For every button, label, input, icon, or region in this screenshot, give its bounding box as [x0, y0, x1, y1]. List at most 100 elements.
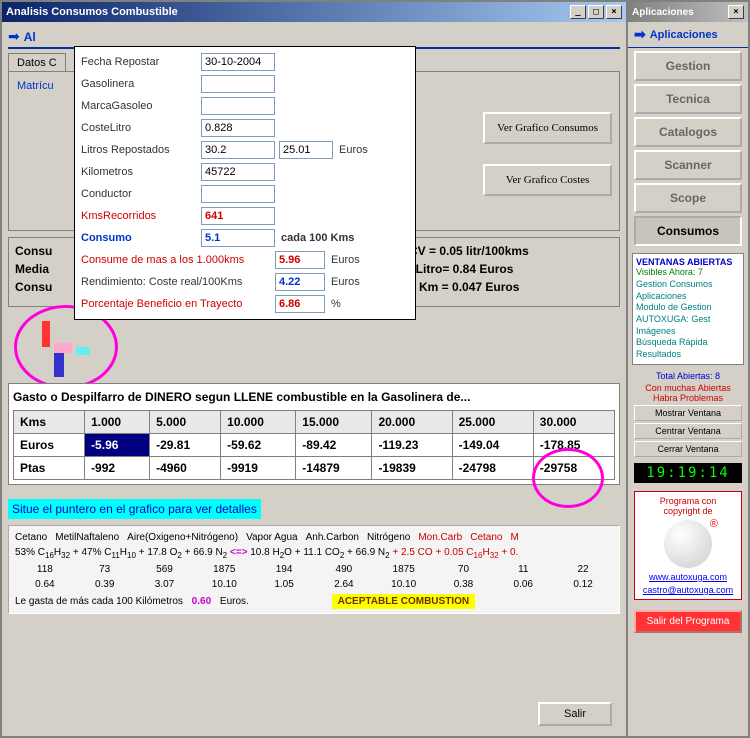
sidebar-btn-gestion[interactable]: Gestion [634, 51, 742, 81]
form-label-7: KmsRecorridos [81, 210, 201, 222]
vent-item[interactable]: Búsqueda Rápida [636, 337, 740, 349]
small-btn[interactable]: Centrar Ventana [634, 423, 742, 439]
form-label-8: Consumo [81, 232, 201, 244]
form-overlay: Fecha RepostarGasolineraMarcaGasoleoCost… [74, 46, 416, 320]
num-cell: 3.07 [135, 579, 195, 590]
form-label-5: Kilometros [81, 166, 201, 178]
sidebar-close-icon[interactable]: × [728, 5, 744, 19]
form-input-2[interactable] [201, 97, 275, 115]
form-input-6[interactable] [201, 185, 275, 203]
sidebar-btn-scope[interactable]: Scope [634, 183, 742, 213]
arrow-icon: ➡ [8, 28, 20, 45]
form-input-4[interactable] [201, 141, 275, 159]
table-cell[interactable]: -24798 [452, 457, 533, 480]
small-btn[interactable]: Cerrar Ventana [634, 441, 742, 457]
num-cell: 1.05 [254, 579, 314, 590]
table-cell[interactable]: -89.42 [296, 434, 372, 457]
salir-button[interactable]: Salir [538, 702, 612, 726]
table-cell[interactable]: -5.96 [85, 434, 150, 457]
num-cell: 569 [135, 564, 195, 575]
total-abiertas: Total Abiertas: 8 [630, 371, 746, 381]
warn-text: Con muchas Abiertas Habra Problemas [632, 383, 744, 403]
num-cell: 11 [493, 564, 553, 575]
formula-head: MetilNaftaleno [55, 532, 119, 543]
vent-item[interactable]: Resultados [636, 349, 740, 361]
sidebar: Aplicaciones × ➡ Aplicaciones GestionTec… [628, 0, 750, 738]
form-input-4-b[interactable] [279, 141, 333, 159]
small-btn[interactable]: Mostrar Ventana [634, 405, 742, 421]
gasto-table: Kms1.0005.00010.00015.00020.00025.00030.… [13, 410, 615, 480]
maximize-icon[interactable]: □ [588, 5, 604, 19]
table-cell[interactable]: -19839 [372, 457, 452, 480]
form-label-3: CosteLitro [81, 122, 201, 134]
formula-head: M [510, 532, 518, 543]
num-cell: 1875 [194, 564, 254, 575]
sidebar-btn-catalogos[interactable]: Catalogos [634, 117, 742, 147]
table-cell[interactable]: -992 [85, 457, 150, 480]
chart-bar [54, 343, 72, 353]
table-cell[interactable]: -149.04 [452, 434, 533, 457]
form-label-4: Litros Repostados [81, 144, 201, 156]
form-label-11: Porcentaje Beneficio en Trayecto [81, 298, 275, 310]
num-cell: 118 [15, 564, 75, 575]
form-input-8[interactable] [201, 229, 275, 247]
sidebar-head-label: Aplicaciones [650, 29, 718, 41]
vent-list[interactable]: Gestion ConsumosAplicacionesModulo de Ge… [636, 279, 740, 361]
table-cell[interactable]: -59.62 [221, 434, 296, 457]
salir-programa-button[interactable]: Salir del Programa [634, 610, 742, 633]
vent-item[interactable]: Imágenes [636, 326, 740, 338]
sidebar-btn-scanner[interactable]: Scanner [634, 150, 742, 180]
table-header: 15.000 [296, 411, 372, 434]
form-suffix-4: Euros [339, 144, 368, 156]
formula-head: Nitrógeno [367, 532, 410, 543]
vent-item[interactable]: Aplicaciones [636, 291, 740, 303]
stat-line: e Km = 0.047 Euros [409, 278, 529, 296]
form-label-0: Fecha Repostar [81, 56, 201, 68]
form-input-10[interactable] [275, 273, 325, 291]
num-cell: 0.06 [493, 579, 553, 590]
ventanas-box: VENTANAS ABIERTAS Visibles Ahora: 7 Gest… [632, 253, 744, 365]
table-cell[interactable]: Euros [14, 434, 85, 457]
num-cell: 0.12 [553, 579, 613, 590]
link-email[interactable]: castro@autoxuga.com [639, 585, 737, 595]
form-input-0[interactable] [201, 53, 275, 71]
matricula-label: Matrícu [17, 80, 54, 92]
minimize-icon[interactable]: _ [570, 5, 586, 19]
form-input-5[interactable] [201, 163, 275, 181]
chart-bar [76, 347, 90, 355]
table-cell[interactable]: Ptas [14, 457, 85, 480]
formula-head: Anh.Carbon [306, 532, 359, 543]
vent-item[interactable]: Gestion Consumos [636, 279, 740, 291]
table-cell[interactable]: -9919 [221, 457, 296, 480]
main-window: Analisis Consumos Combustible _ □ × ➡ Al… [0, 0, 628, 738]
vent-item[interactable]: AUTOXUGA: Gest [636, 314, 740, 326]
table-cell[interactable]: -29.81 [150, 434, 221, 457]
clock: 19:19:14 [634, 463, 742, 483]
sidebar-head: ➡ Aplicaciones [628, 22, 748, 48]
link-web[interactable]: www.autoxuga.com [639, 572, 737, 582]
sidebar-btn-tecnica[interactable]: Tecnica [634, 84, 742, 114]
table-cell[interactable]: -14879 [296, 457, 372, 480]
form-input-1[interactable] [201, 75, 275, 93]
content-area: ➡ Al Datos C Matrícu Fecha RepostarGasol… [2, 22, 626, 736]
form-input-3[interactable] [201, 119, 275, 137]
ver-grafico-consumos-button[interactable]: Ver Grafico Consumos [483, 112, 612, 144]
num-cell: 490 [314, 564, 374, 575]
stat-line: eLitro= 0.84 Euros [409, 260, 529, 278]
tab-datos[interactable]: Datos C [8, 53, 66, 72]
form-input-11[interactable] [275, 295, 325, 313]
table-header: 5.000 [150, 411, 221, 434]
sidebar-btn-consumos[interactable]: Consumos [634, 216, 742, 246]
form-input-9[interactable] [275, 251, 325, 269]
copyright-box: Programa con copyright de www.autoxuga.c… [634, 491, 742, 600]
table-cell[interactable]: -119.23 [372, 434, 452, 457]
formula-panel: CetanoMetilNaftalenoAire(Oxigeno+Nitróge… [8, 525, 620, 614]
num-cell: 73 [75, 564, 135, 575]
form-label-10: Rendimiento: Coste real/100Kms [81, 276, 275, 288]
form-input-7[interactable] [201, 207, 275, 225]
ver-grafico-costes-button[interactable]: Ver Grafico Costes [483, 164, 612, 196]
close-icon[interactable]: × [606, 5, 622, 19]
table-cell[interactable]: -4960 [150, 457, 221, 480]
formula-header: CetanoMetilNaftalenoAire(Oxigeno+Nitróge… [15, 532, 613, 543]
vent-item[interactable]: Modulo de Gestion [636, 302, 740, 314]
